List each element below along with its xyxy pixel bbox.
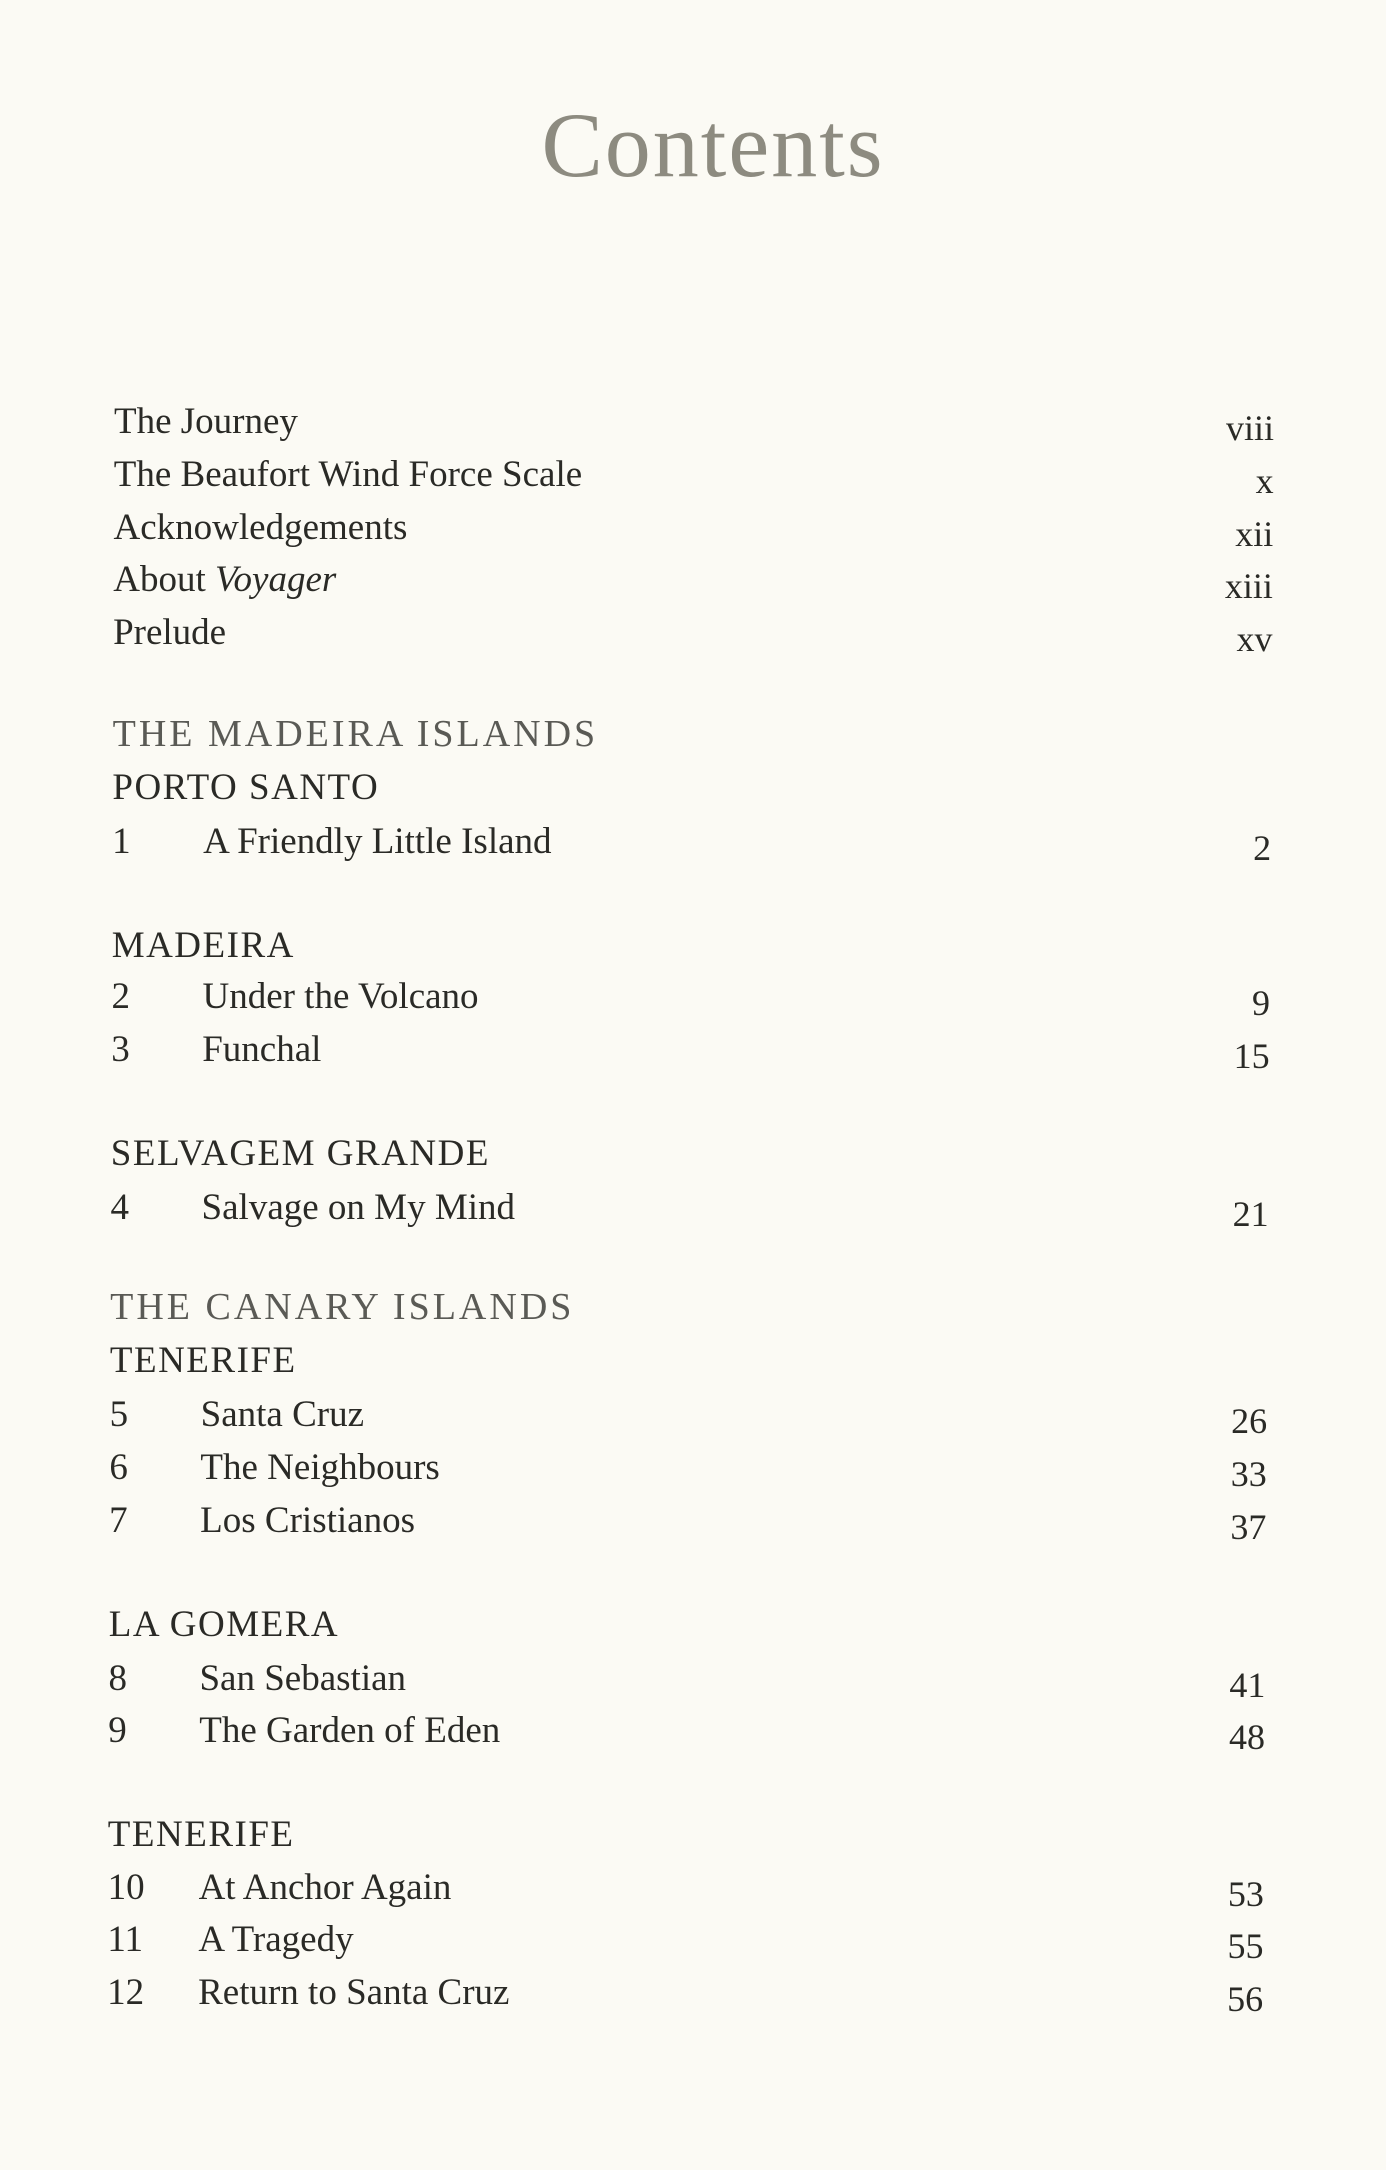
page-number: xii: [1235, 514, 1274, 554]
page-number: 15: [1233, 1036, 1270, 1076]
page-number: 48: [1228, 1717, 1265, 1757]
chapter-number: 10: [107, 1867, 145, 1908]
chapter-number: 7: [109, 1500, 128, 1541]
toc-entry[interactable]: Prelude: [113, 612, 227, 653]
chapter-entry[interactable]: 4 Salvage on My Mind: [111, 1182, 1011, 1234]
page-number: 56: [1227, 1979, 1264, 2019]
chapter-number: 1: [112, 821, 131, 862]
island-heading: LA GOMERA: [108, 1604, 340, 1645]
chapter-entry[interactable]: 11 A Tragedy: [107, 1914, 1007, 1966]
chapter-title: San Sebastian: [199, 1658, 407, 1699]
chapter-number: 12: [107, 1972, 145, 2013]
chapter-title: A Tragedy: [198, 1919, 354, 1960]
toc-entry[interactable]: The Beaufort Wind Force Scale: [113, 454, 583, 495]
chapter-entry[interactable]: 12 Return to Santa Cruz: [107, 1967, 1007, 2019]
chapter-number: 8: [108, 1658, 127, 1699]
chapter-entry[interactable]: 5 Santa Cruz: [110, 1389, 1010, 1441]
chapter-title: Los Cristianos: [200, 1500, 415, 1541]
chapter-entry[interactable]: 6 The Neighbours: [109, 1442, 1009, 1494]
page-number: 53: [1227, 1874, 1264, 1914]
chapter-title: Salvage on My Mind: [201, 1187, 515, 1228]
chapter-entry[interactable]: 2 Under the Volcano: [111, 971, 1011, 1023]
chapter-title: The Garden of Eden: [199, 1710, 501, 1751]
page-number: 33: [1230, 1454, 1267, 1494]
page-number: 26: [1231, 1401, 1268, 1441]
chapter-number: 4: [110, 1187, 130, 1228]
chapter-title: The Neighbours: [200, 1447, 440, 1488]
page-number: viii: [1225, 408, 1274, 448]
toc-entry[interactable]: The Journey: [113, 401, 298, 442]
region-heading: THE MADEIRA ISLANDS: [112, 713, 599, 755]
island-heading: PORTO SANTO: [112, 767, 380, 808]
page-title: Contents: [541, 94, 885, 196]
chapter-entry[interactable]: 1 A Friendly Little Island: [112, 816, 1012, 868]
chapter-entry[interactable]: 9 The Garden of Eden: [108, 1705, 1008, 1757]
chapter-number: 3: [111, 1029, 130, 1070]
chapter-number: 11: [107, 1919, 143, 1960]
chapter-title: Funchal: [202, 1029, 322, 1070]
page-number: 9: [1252, 983, 1271, 1023]
island-heading: MADEIRA: [111, 925, 295, 966]
page-number: 2: [1253, 828, 1272, 868]
page-number: xiii: [1224, 566, 1273, 606]
chapter-number: 6: [109, 1447, 128, 1488]
island-heading: TENERIFE: [109, 1340, 297, 1381]
chapter-title: At Anchor Again: [198, 1867, 452, 1908]
page-number: x: [1255, 461, 1274, 501]
page-number: xv: [1236, 619, 1273, 659]
page-number: 55: [1227, 1926, 1264, 1966]
chapter-entry[interactable]: 7 Los Cristianos: [109, 1495, 1009, 1547]
page-number: 21: [1232, 1194, 1269, 1234]
island-heading: TENERIFE: [107, 1814, 295, 1855]
chapter-entry[interactable]: 8 San Sebastian: [108, 1653, 1008, 1705]
chapter-title: Under the Volcano: [202, 976, 479, 1017]
toc-entry[interactable]: Acknowledgements: [113, 507, 408, 548]
page-number: 37: [1230, 1507, 1267, 1547]
chapter-entry[interactable]: 10 At Anchor Again: [108, 1862, 1008, 1914]
chapter-number: 9: [108, 1710, 127, 1751]
entry-title: About: [113, 559, 216, 600]
chapter-number: 2: [111, 976, 130, 1017]
chapter-number: 5: [109, 1394, 129, 1435]
chapter-title: A Friendly Little Island: [203, 821, 552, 862]
chapter-title: Santa Cruz: [200, 1394, 365, 1435]
page-number: 41: [1229, 1665, 1266, 1705]
entry-title-italic: Voyager: [215, 559, 337, 600]
chapter-entry[interactable]: 3 Funchal: [111, 1024, 1011, 1076]
region-heading: THE CANARY ISLANDS: [110, 1286, 575, 1328]
chapter-title: Return to Santa Cruz: [198, 1972, 510, 2013]
island-heading: SELVAGEM GRANDE: [110, 1133, 490, 1174]
toc-entry[interactable]: About Voyager: [113, 554, 336, 606]
